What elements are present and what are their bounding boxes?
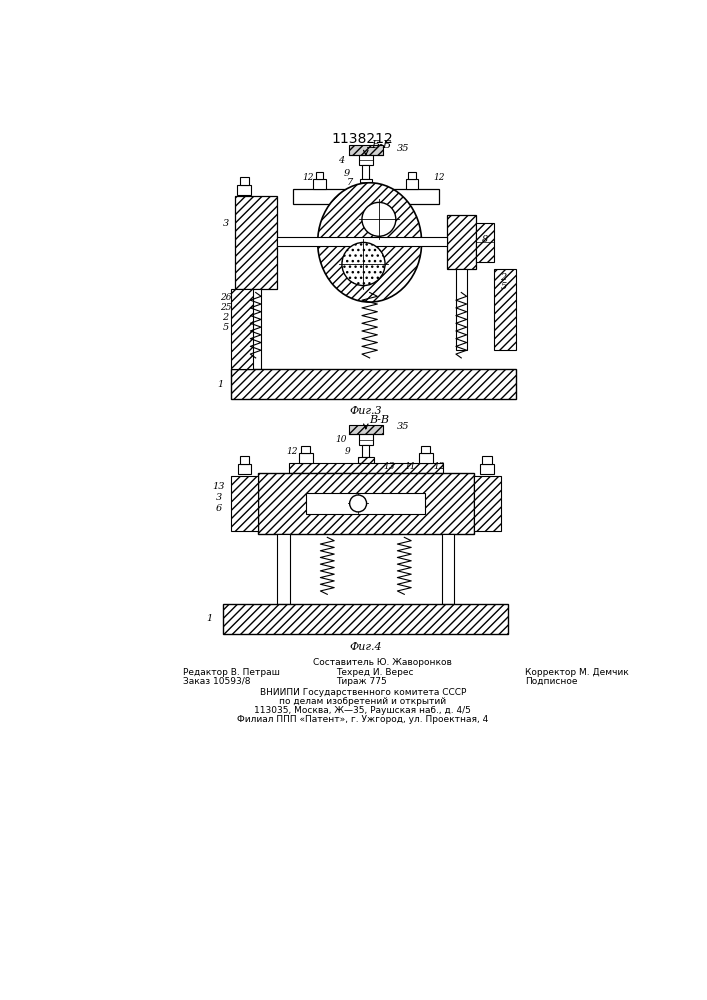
Bar — [359, 155, 373, 165]
Bar — [293, 189, 439, 204]
Text: Б-Б: Б-Б — [371, 140, 391, 150]
Bar — [238, 185, 251, 195]
Text: по делам изобретений и открытий: по делам изобретений и открытий — [279, 697, 446, 706]
Bar — [250, 289, 261, 369]
Text: 12: 12 — [433, 462, 445, 471]
Bar — [358, 457, 373, 463]
Text: 1138212: 1138212 — [332, 132, 394, 146]
Ellipse shape — [317, 183, 421, 302]
Text: 25: 25 — [220, 303, 231, 312]
Text: 6: 6 — [216, 504, 222, 513]
Text: Техред И. Верес: Техред И. Верес — [337, 668, 414, 677]
Bar — [223, 604, 508, 634]
Bar — [231, 289, 252, 369]
Text: 12: 12 — [303, 173, 314, 182]
Bar — [447, 215, 476, 269]
Text: 113035, Москва, Ж—35, Раушская наб., д. 4/5: 113035, Москва, Ж—35, Раушская наб., д. … — [255, 706, 471, 715]
Circle shape — [350, 495, 366, 512]
Text: 12: 12 — [433, 173, 445, 182]
Text: 1: 1 — [206, 614, 213, 623]
Bar — [408, 172, 416, 179]
Text: Фиг.3: Фиг.3 — [349, 406, 382, 416]
Text: Подписное: Подписное — [525, 677, 578, 686]
Text: 2: 2 — [501, 273, 507, 282]
Text: 10: 10 — [335, 435, 347, 444]
Bar — [288, 463, 443, 473]
Text: 9: 9 — [344, 447, 350, 456]
Text: Корректор М. Демчик: Корректор М. Демчик — [525, 668, 629, 677]
Text: Фиг.4: Фиг.4 — [349, 642, 382, 652]
Text: 13: 13 — [213, 482, 225, 491]
Text: 13: 13 — [383, 462, 395, 471]
Text: 7: 7 — [347, 178, 354, 187]
Bar — [306, 493, 426, 514]
Bar — [316, 172, 324, 179]
Text: 12: 12 — [286, 447, 298, 456]
Text: 1: 1 — [217, 380, 223, 389]
Text: 11: 11 — [404, 462, 416, 471]
Text: ВНИИПИ Государственного комитета СССР: ВНИИПИ Государственного комитета СССР — [259, 688, 466, 697]
Bar — [313, 179, 326, 189]
Bar — [240, 456, 249, 464]
Bar — [480, 464, 494, 474]
Bar — [421, 446, 431, 453]
Text: Составитель Ю. Жаворонков: Составитель Ю. Жаворонков — [313, 658, 452, 667]
Bar — [240, 177, 249, 185]
Bar — [456, 269, 467, 350]
Bar — [231, 369, 516, 399]
Bar — [442, 534, 455, 604]
Text: 35: 35 — [397, 422, 409, 431]
Bar — [360, 179, 372, 185]
Text: 8: 8 — [482, 235, 489, 244]
Text: В-В: В-В — [370, 415, 390, 425]
Bar — [235, 196, 277, 289]
Text: Филиал ППП «Патент», г. Ужгород, ул. Проектная, 4: Филиал ППП «Патент», г. Ужгород, ул. Про… — [237, 715, 489, 724]
Bar — [301, 446, 310, 453]
Circle shape — [362, 202, 396, 236]
Bar — [406, 179, 418, 189]
Text: 5: 5 — [223, 323, 229, 332]
Text: 2: 2 — [223, 313, 229, 322]
Text: Заказ 10593/8: Заказ 10593/8 — [182, 677, 250, 686]
Bar — [419, 453, 433, 463]
Text: Тираж 775: Тираж 775 — [337, 677, 387, 686]
Text: 5: 5 — [501, 282, 507, 291]
Bar — [277, 237, 447, 246]
Text: 35: 35 — [397, 144, 409, 153]
Bar — [277, 534, 290, 604]
Bar — [238, 464, 252, 474]
Bar — [482, 456, 491, 464]
Bar — [494, 269, 516, 350]
Text: 3: 3 — [216, 493, 222, 502]
Bar — [349, 145, 382, 155]
Bar — [231, 476, 258, 531]
Text: 26: 26 — [220, 293, 231, 302]
Bar — [476, 223, 494, 262]
Text: Редактор В. Петраш: Редактор В. Петраш — [182, 668, 279, 677]
Bar — [299, 453, 312, 463]
Text: 4: 4 — [338, 156, 344, 165]
Text: 9: 9 — [344, 169, 350, 178]
Bar — [359, 434, 373, 445]
Bar — [349, 425, 382, 434]
Circle shape — [342, 242, 385, 286]
Bar — [362, 445, 369, 457]
Bar — [474, 476, 501, 531]
Bar — [362, 165, 369, 179]
Bar — [258, 473, 474, 534]
Text: 3: 3 — [223, 219, 229, 228]
